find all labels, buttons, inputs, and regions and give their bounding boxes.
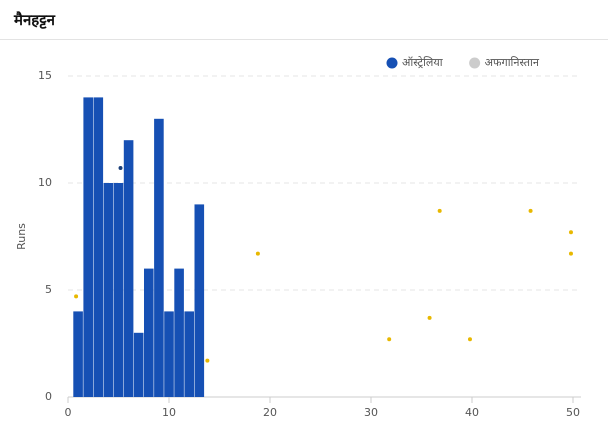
x-tick-label: 50 bbox=[566, 406, 580, 419]
bar bbox=[174, 268, 184, 397]
wicket-dot bbox=[437, 208, 442, 213]
wicket-dot bbox=[255, 251, 260, 256]
x-tick-label: 30 bbox=[364, 406, 378, 419]
wicket-dot bbox=[387, 337, 392, 342]
y-axis-label: Runs bbox=[15, 223, 28, 250]
wicket-dot bbox=[467, 337, 472, 342]
legend-marker bbox=[469, 57, 481, 69]
bar bbox=[144, 268, 154, 397]
bar bbox=[93, 97, 104, 398]
y-tick-label: 5 bbox=[45, 283, 52, 296]
bar bbox=[184, 311, 194, 397]
bar bbox=[133, 332, 144, 397]
wicket-dot bbox=[74, 294, 79, 299]
chart-title: मैनहट्टन bbox=[0, 0, 608, 40]
y-tick-label: 15 bbox=[38, 69, 52, 82]
x-tick-label: 40 bbox=[465, 406, 479, 419]
bar bbox=[83, 97, 93, 398]
wicket-dot bbox=[118, 166, 123, 171]
wicket-dot bbox=[568, 230, 573, 235]
bar bbox=[164, 311, 174, 397]
bar bbox=[73, 311, 83, 397]
wicket-dot bbox=[568, 251, 573, 256]
bar bbox=[123, 140, 134, 397]
bar bbox=[194, 204, 205, 397]
chart: 0 5 10 15 0 10 20 30 40 50 Runs ऑस्ट्रेलिया अफगानिस्… bbox=[15, 56, 581, 419]
x-tick-label: 10 bbox=[162, 406, 176, 419]
legend-marker bbox=[386, 57, 398, 69]
y-tick-label: 10 bbox=[38, 176, 52, 189]
wicket-dot bbox=[528, 208, 533, 213]
wicket-dot bbox=[427, 315, 432, 320]
legend-label: ऑस्ट्रेलिया bbox=[402, 56, 443, 69]
bar bbox=[103, 183, 114, 397]
x-tick-label: 0 bbox=[65, 406, 72, 419]
bar bbox=[154, 118, 164, 398]
wicket-dot bbox=[205, 358, 210, 363]
legend-label: अफगानिस्तान bbox=[485, 56, 540, 69]
y-tick-label: 0 bbox=[45, 390, 52, 403]
bar bbox=[113, 183, 124, 397]
x-tick-label: 20 bbox=[263, 406, 277, 419]
